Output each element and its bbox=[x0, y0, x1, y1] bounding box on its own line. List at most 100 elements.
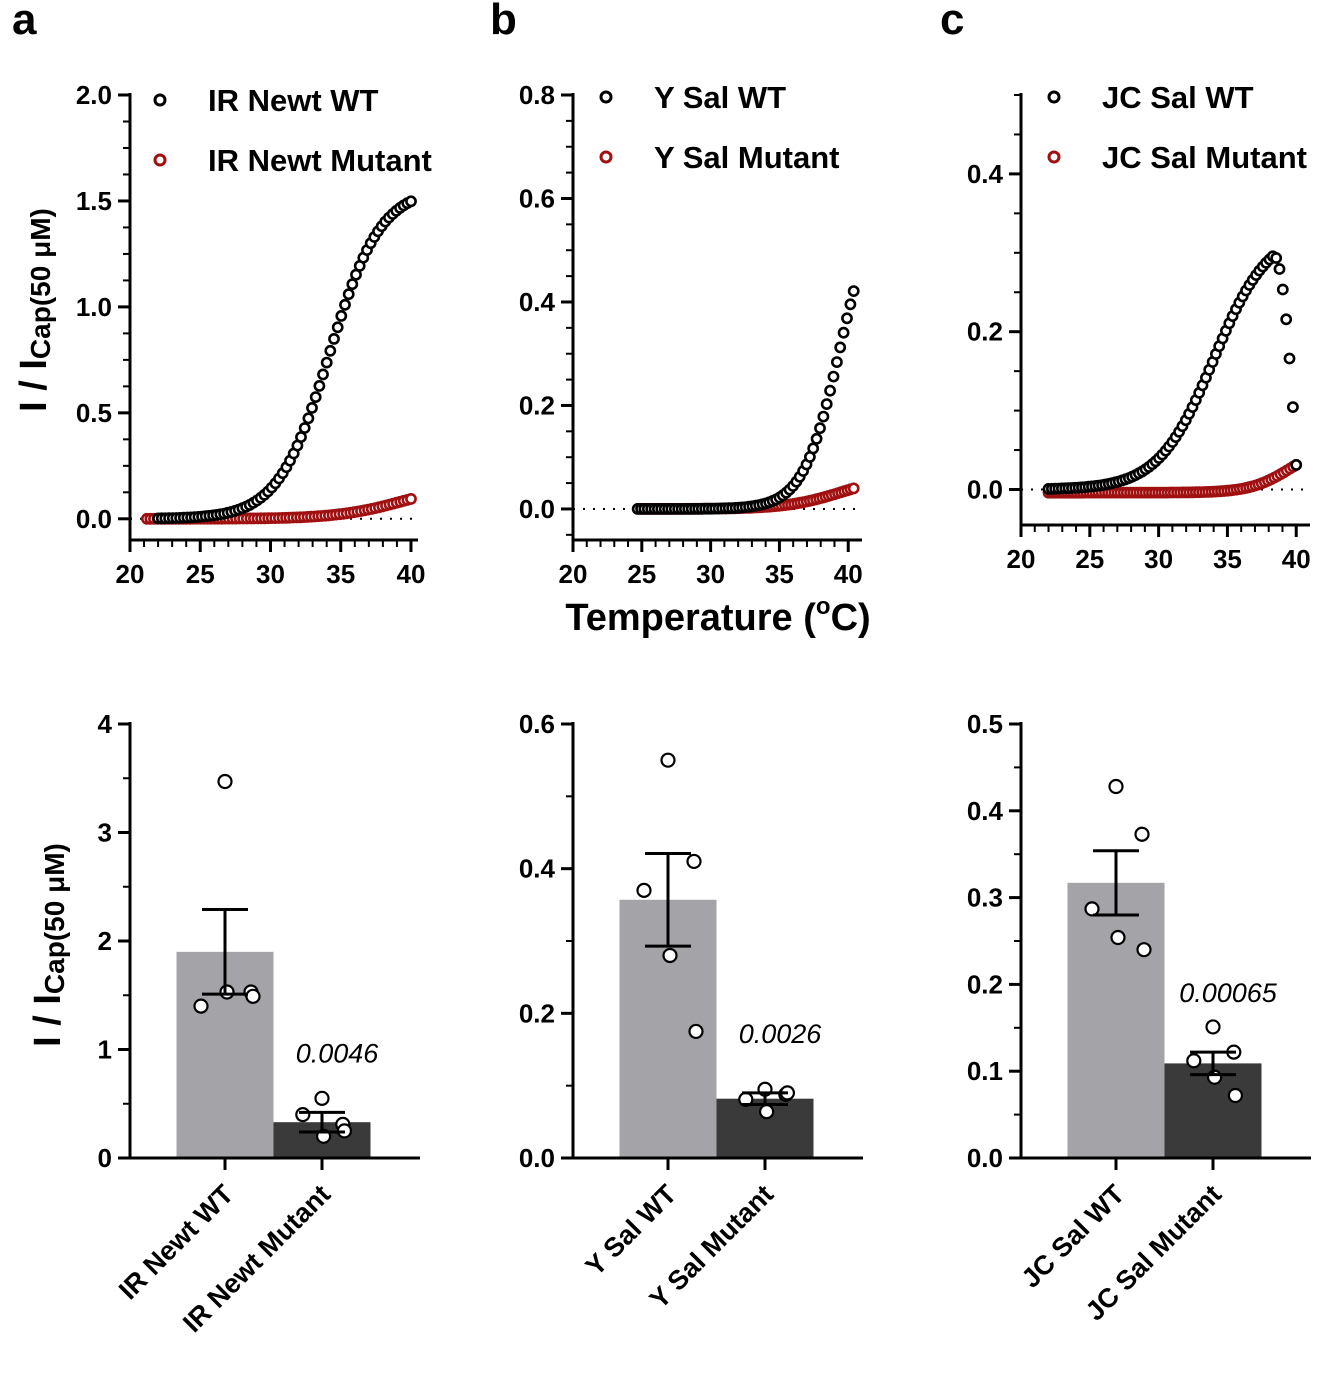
data-point bbox=[820, 398, 833, 410]
data-point bbox=[306, 401, 318, 414]
legend-marker bbox=[599, 150, 613, 164]
individual-point bbox=[1186, 1053, 1202, 1069]
y-tick-label: 0 bbox=[98, 1143, 112, 1173]
x-tick-label: 20 bbox=[116, 559, 145, 589]
data-point bbox=[335, 309, 348, 322]
legend-marker bbox=[1047, 150, 1061, 164]
individual-point bbox=[245, 988, 261, 1004]
x-axis-title: Temperature (oC) bbox=[565, 593, 870, 639]
y-tick-label: 0.0 bbox=[519, 494, 555, 524]
x-tick-label: 25 bbox=[627, 559, 656, 589]
data-point bbox=[328, 332, 340, 345]
data-point bbox=[1283, 352, 1296, 365]
individual-point bbox=[1205, 1019, 1221, 1035]
y-tick-label: 0.2 bbox=[967, 969, 1003, 999]
y-tick-label: 0.1 bbox=[967, 1056, 1003, 1086]
individual-point bbox=[758, 1104, 775, 1120]
legend-label: Y Sal WT bbox=[654, 80, 786, 115]
x-tick-label: 35 bbox=[326, 559, 355, 589]
individual-point bbox=[1136, 942, 1152, 958]
panel-label-c: c bbox=[940, 0, 964, 44]
individual-point bbox=[1134, 826, 1150, 842]
legend-marker bbox=[153, 93, 167, 107]
y-tick-label: 0.6 bbox=[519, 709, 555, 739]
x-tick-label: 25 bbox=[1075, 544, 1104, 574]
y-tick-label: 0.0 bbox=[519, 1143, 555, 1173]
y-tick-label: 3 bbox=[98, 818, 112, 848]
individual-point bbox=[636, 882, 652, 898]
legend-label: JC Sal Mutant bbox=[1102, 140, 1307, 175]
category-label: Y Sal WT bbox=[580, 1179, 683, 1282]
x-tick-label: 40 bbox=[397, 559, 426, 589]
data-point bbox=[339, 298, 351, 311]
panel-label-a: a bbox=[12, 0, 37, 44]
data-point bbox=[405, 195, 417, 208]
series-wt bbox=[631, 285, 860, 515]
scatter-plot-b: 20 25 30 35 40 0.0 0.2 0.4 0.6 0.8 Y Sal WT Y Sal M… bbox=[519, 80, 863, 589]
legend-marker bbox=[599, 90, 613, 104]
data-point bbox=[1276, 283, 1289, 296]
x-tick-label: 30 bbox=[1144, 544, 1173, 574]
individual-point bbox=[217, 773, 233, 790]
y-tick-label: 0.2 bbox=[967, 317, 1003, 347]
individual-point bbox=[193, 998, 209, 1014]
individual-point bbox=[1206, 1069, 1223, 1085]
individual-point bbox=[219, 984, 235, 1000]
legend-label: JC Sal WT bbox=[1102, 80, 1254, 115]
data-point bbox=[814, 422, 826, 435]
legend-marker bbox=[1047, 90, 1061, 104]
individual-point bbox=[295, 1106, 311, 1123]
data-point bbox=[1287, 401, 1299, 413]
data-point bbox=[302, 412, 315, 425]
data-point bbox=[1290, 458, 1303, 471]
x-tick-label: 30 bbox=[256, 559, 285, 589]
data-point bbox=[320, 356, 333, 369]
data-point bbox=[324, 344, 337, 357]
data-point bbox=[827, 370, 840, 383]
data-point bbox=[405, 492, 417, 505]
x-tick-label: 40 bbox=[834, 559, 863, 589]
individual-point bbox=[662, 947, 678, 964]
scatter-plot-c: 20 25 30 35 40 0.0 0.2 0.4 JC Sal WT JC Sal Mutan… bbox=[967, 80, 1311, 574]
individual-point bbox=[1227, 1087, 1244, 1104]
y-tick-label: 2.0 bbox=[76, 80, 112, 110]
series-wt bbox=[1042, 250, 1303, 495]
y-tick-label: 2 bbox=[98, 926, 112, 956]
data-point bbox=[831, 356, 843, 368]
y-tick-label: 4 bbox=[98, 709, 113, 739]
x-tick-label: 20 bbox=[1007, 544, 1036, 574]
y-tick-label: 0.2 bbox=[519, 390, 555, 420]
y-tick-label: 0.0 bbox=[967, 1143, 1003, 1173]
individual-point bbox=[314, 1090, 330, 1106]
data-point bbox=[824, 384, 836, 397]
y-tick-label: 0.4 bbox=[967, 159, 1004, 189]
individual-point bbox=[686, 853, 702, 870]
x-tick-label: 40 bbox=[1282, 544, 1311, 574]
y-tick-label: 0.3 bbox=[967, 883, 1003, 913]
x-tick-label: 35 bbox=[765, 559, 794, 589]
p-value: 0.0026 bbox=[739, 1019, 823, 1049]
series-wt bbox=[152, 195, 417, 525]
legend-label: IR Newt Mutant bbox=[208, 143, 432, 178]
p-value: 0.0046 bbox=[296, 1038, 380, 1068]
legend-label: Y Sal Mutant bbox=[654, 140, 839, 175]
y-tick-label: 0.2 bbox=[519, 998, 555, 1028]
data-point bbox=[331, 321, 344, 334]
panel-label-b: b bbox=[490, 0, 517, 44]
data-point bbox=[313, 379, 326, 392]
y-tick-label: 0.5 bbox=[76, 398, 112, 428]
legend-marker bbox=[153, 153, 167, 167]
data-point bbox=[1280, 313, 1293, 326]
data-point bbox=[847, 285, 860, 297]
data-point bbox=[834, 341, 847, 354]
p-value: 0.00065 bbox=[1179, 978, 1278, 1008]
individual-point bbox=[1110, 929, 1126, 946]
y-tick-label: 0.0 bbox=[76, 504, 112, 534]
x-tick-label: 20 bbox=[559, 559, 588, 589]
y-axis-title-top: I / ICap(50 μM) bbox=[13, 208, 56, 412]
individual-point bbox=[1084, 901, 1100, 917]
data-point bbox=[807, 442, 820, 455]
data-point bbox=[309, 391, 322, 403]
y-tick-label: 0.4 bbox=[519, 854, 556, 884]
